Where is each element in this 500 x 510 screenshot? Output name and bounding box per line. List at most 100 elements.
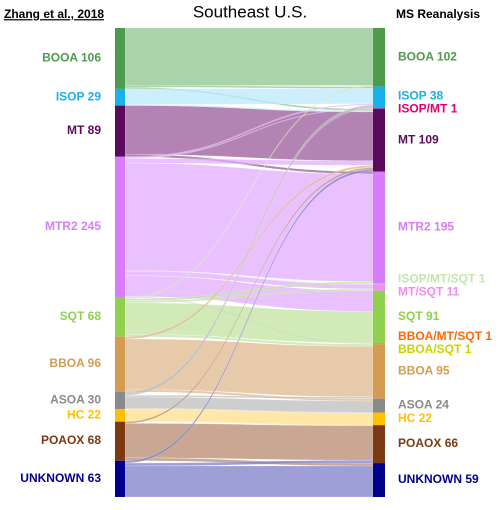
node-label: BBOA/SQT 1	[398, 342, 472, 356]
node-name: ASOA	[398, 398, 433, 412]
node	[115, 460, 125, 497]
node	[373, 171, 385, 284]
node	[373, 290, 385, 343]
node	[115, 297, 125, 337]
node-label: MT 109	[398, 133, 439, 147]
node-value: 59	[465, 472, 479, 486]
node	[373, 28, 385, 87]
node-label: MTR2 195	[398, 220, 454, 234]
node-value: 109	[419, 133, 439, 147]
node-value: 24	[436, 398, 450, 412]
node-label: BOOA 102	[398, 49, 457, 63]
node-label: MTR2 245	[45, 219, 101, 233]
node-label: MT 89	[67, 123, 101, 137]
node-name: SQT	[60, 309, 85, 323]
node-value: 1	[451, 102, 458, 116]
node-name: POAOX	[398, 436, 441, 450]
node-name: BOOA	[398, 49, 434, 63]
node	[115, 28, 125, 89]
node-name: HC	[398, 411, 416, 425]
node-name: BOOA	[42, 51, 78, 65]
node	[373, 86, 385, 109]
node-name: MT	[67, 123, 85, 137]
node	[373, 342, 385, 344]
node-label: HC 22	[67, 408, 101, 422]
node-name: HC	[67, 408, 85, 422]
node-label: ISOP 38	[398, 89, 443, 103]
node-value: 11	[447, 284, 460, 298]
node-label: UNKNOWN 63	[20, 471, 101, 485]
flow	[124, 88, 374, 105]
node	[373, 398, 385, 413]
node-value: 1	[485, 329, 492, 343]
node	[115, 156, 125, 298]
node-label: BOOA 106	[42, 51, 101, 65]
node-name: UNKNOWN	[20, 471, 84, 485]
chart-title: Southeast U.S.	[193, 2, 307, 21]
node	[115, 391, 125, 410]
node-label: BBOA 95	[398, 364, 450, 378]
node	[115, 409, 125, 422]
node-value: 22	[88, 408, 102, 422]
node-value: 68	[88, 309, 102, 323]
node-value: 95	[436, 364, 450, 378]
node-label: MT/SQT 11	[398, 284, 460, 298]
node-label: POAOX 66	[398, 436, 458, 450]
node	[373, 463, 385, 497]
flow	[124, 465, 374, 498]
node-value: 30	[88, 393, 102, 407]
node-value: 63	[88, 471, 102, 485]
node-label: BBOA/MT/SQT 1	[398, 329, 492, 343]
node	[373, 425, 385, 464]
node-name: MTR2	[45, 219, 78, 233]
node-name: SQT	[398, 309, 423, 323]
node-value: 66	[445, 436, 459, 450]
node-value: 106	[81, 51, 101, 65]
node-value: 89	[88, 123, 102, 137]
node-name: BBOA	[49, 356, 85, 370]
node-name: ISOP	[56, 89, 85, 103]
node	[115, 88, 125, 106]
node	[373, 344, 385, 399]
node-label: ISOP/MT/SQT 1	[398, 271, 486, 285]
left-header: Zhang et al., 2018	[4, 7, 104, 21]
node-value: 1	[479, 271, 486, 285]
node-value: 68	[88, 433, 102, 447]
node-value: 29	[88, 89, 102, 103]
node-name: ISOP/MT/SQT	[398, 271, 476, 285]
node	[373, 283, 385, 285]
node-label: BBOA 96	[49, 356, 101, 370]
node-value: 1	[465, 342, 472, 356]
node-name: MTR2	[398, 220, 431, 234]
node-value: 195	[434, 220, 454, 234]
node	[115, 105, 125, 157]
node	[373, 343, 385, 345]
right-header: MS Reanalysis	[396, 7, 480, 21]
node-value: 91	[426, 309, 440, 323]
node-label: ASOA 30	[50, 393, 101, 407]
node-label: ISOP/MT 1	[398, 102, 458, 116]
node-value: 96	[88, 356, 102, 370]
node-name: BBOA	[398, 364, 434, 378]
node-name: UNKNOWN	[398, 472, 462, 486]
node	[373, 284, 385, 291]
node-name: POAOX	[41, 433, 84, 447]
node-label: POAOX 68	[41, 433, 101, 447]
links	[124, 27, 374, 498]
node-label: SQT 68	[60, 309, 102, 323]
node-name: ISOP/MT	[398, 102, 448, 116]
node-label: UNKNOWN 59	[398, 472, 479, 486]
node	[373, 108, 385, 110]
node-value: 102	[437, 49, 457, 63]
node-label: SQT 91	[398, 309, 440, 323]
node-name: ASOA	[50, 393, 85, 407]
node-name: BBOA/MT/SQT	[398, 329, 483, 343]
node-value: 22	[419, 411, 433, 425]
node	[373, 109, 385, 172]
node	[115, 336, 125, 392]
node-value: 245	[81, 219, 101, 233]
flow	[124, 423, 374, 461]
node-label: ISOP 29	[56, 89, 101, 103]
